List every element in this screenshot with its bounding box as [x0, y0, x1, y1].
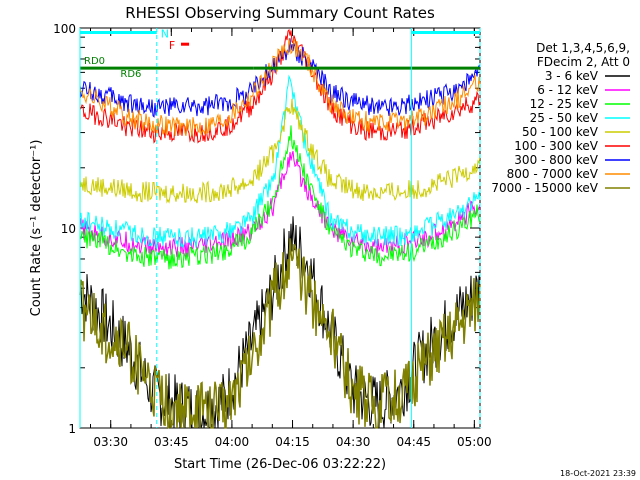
y-tick-label: 10 [61, 222, 76, 236]
x-axis-ticks: 03:30 03:45 04:00 04:15 04:30 04:45 05:00 [90, 28, 492, 449]
x-tick-label: 04:00 [215, 435, 250, 449]
x-tick-label: 03:30 [93, 435, 128, 449]
legend-entry-label: 800 - 7000 keV [507, 167, 599, 181]
legend: Det 1,3,4,5,6,9, FDecim 2, Att 0 3 - 6 k… [491, 41, 630, 195]
x-axis-label: Start Time (26-Dec-06 03:22:22) [174, 457, 386, 472]
legend-entry-label: 7000 - 15000 keV [491, 181, 598, 195]
markers-group: NF [79, 27, 481, 428]
chart-title: RHESSI Observing Summary Count Rates [125, 4, 435, 22]
series-line [79, 150, 481, 258]
rd6-label: RD6 [120, 69, 141, 80]
legend-entry-label: 100 - 300 keV [514, 139, 598, 153]
series-line [79, 74, 481, 249]
series-group: RD0 RD6 [79, 28, 481, 430]
legend-header-line-1: Det 1,3,4,5,6,9, [536, 41, 630, 55]
legend-entry-label: 50 - 100 keV [522, 125, 599, 139]
y-axis-ticks: 1 10 100 [53, 22, 480, 436]
legend-entry-label: 3 - 6 keV [545, 69, 599, 83]
series-line [79, 238, 481, 430]
y-axis-label: Count Rate (s⁻¹ detector⁻¹) [29, 140, 44, 317]
x-tick-label: 03:45 [154, 435, 189, 449]
y-tick-label: 1 [68, 422, 76, 436]
series-line [79, 216, 481, 429]
x-tick-label: 04:15 [275, 435, 310, 449]
legend-entry-label: 300 - 800 keV [514, 153, 598, 167]
x-tick-label: 04:30 [336, 435, 371, 449]
flare-label: F [169, 39, 175, 52]
legend-entry-label: 6 - 12 keV [537, 83, 599, 97]
x-tick-label: 05:00 [457, 435, 492, 449]
legend-entry-label: 25 - 50 keV [530, 111, 599, 125]
rd0-label: RD0 [84, 56, 105, 67]
night-label: N [161, 27, 169, 40]
series-line [79, 28, 481, 144]
generation-timestamp: 18-Oct-2021 23:39 [560, 469, 636, 478]
legend-header-line-2: FDecim 2, Att 0 [537, 55, 630, 69]
series-line [79, 125, 481, 270]
y-tick-label: 100 [53, 22, 76, 36]
legend-entry-label: 12 - 25 keV [530, 97, 599, 111]
series-line [79, 98, 481, 204]
series-line [79, 37, 481, 137]
x-tick-label: 04:45 [396, 435, 431, 449]
